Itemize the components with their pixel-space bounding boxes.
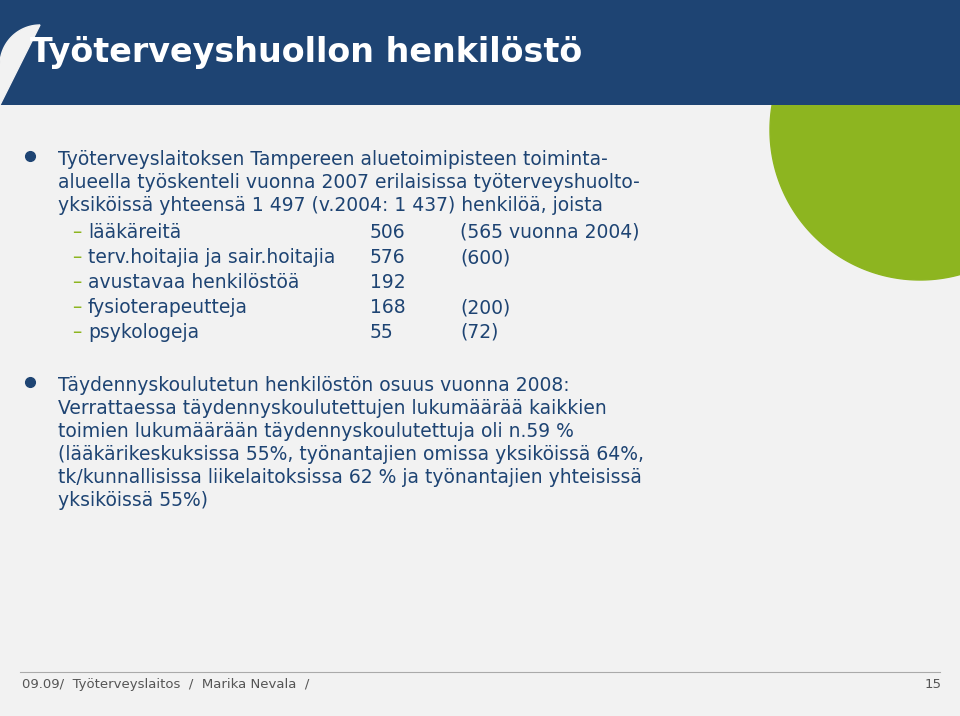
Text: (200): (200): [460, 298, 511, 317]
Text: Työterveyslaitoksen Tampereen aluetoimipisteen toiminta-: Työterveyslaitoksen Tampereen aluetoimip…: [58, 150, 608, 169]
Text: yksiköissä 55%): yksiköissä 55%): [58, 491, 208, 510]
Text: tk/kunnallisissa liikelaitoksissa 62 % ja työnantajien yhteisissä: tk/kunnallisissa liikelaitoksissa 62 % j…: [58, 468, 642, 487]
Text: 168: 168: [370, 298, 406, 317]
Text: Verrattaessa täydennyskoulutettujen lukumäärää kaikkien: Verrattaessa täydennyskoulutettujen luku…: [58, 399, 607, 418]
Text: alueella työskenteli vuonna 2007 erilaisissa työterveyshuolto-: alueella työskenteli vuonna 2007 erilais…: [58, 173, 639, 192]
Text: –: –: [72, 298, 82, 317]
Polygon shape: [770, 0, 960, 280]
Text: 09.09/  Työterveyslaitos  /  Marika Nevala  /: 09.09/ Työterveyslaitos / Marika Nevala …: [22, 678, 309, 691]
Text: Täydennyskoulutetun henkilöstön osuus vuonna 2008:: Täydennyskoulutetun henkilöstön osuus vu…: [58, 376, 569, 395]
Text: –: –: [72, 223, 82, 242]
Text: 55: 55: [370, 323, 394, 342]
Text: avustavaa henkilöstöä: avustavaa henkilöstöä: [88, 273, 300, 292]
Text: –: –: [72, 248, 82, 267]
Polygon shape: [0, 25, 40, 105]
Text: 15: 15: [925, 678, 942, 691]
Text: 506: 506: [370, 223, 406, 242]
Text: –: –: [72, 273, 82, 292]
Text: (lääkärikeskuksissa 55%, työnantajien omissa yksiköissä 64%,: (lääkärikeskuksissa 55%, työnantajien om…: [58, 445, 644, 464]
Text: 192: 192: [370, 273, 406, 292]
Text: –: –: [72, 323, 82, 342]
Text: psykologeja: psykologeja: [88, 323, 199, 342]
Text: fysioterapeutteja: fysioterapeutteja: [88, 298, 248, 317]
Text: terv.hoitajia ja sair.hoitajia: terv.hoitajia ja sair.hoitajia: [88, 248, 335, 267]
Text: (72): (72): [460, 323, 498, 342]
Text: toimien lukumäärään täydennyskoulutettuja oli n.59 %: toimien lukumäärään täydennyskoulutettuj…: [58, 422, 574, 441]
FancyBboxPatch shape: [0, 0, 960, 105]
Text: Työterveyshuollon henkilöstö: Työterveyshuollon henkilöstö: [30, 36, 583, 69]
Text: lääkäreitä: lääkäreitä: [88, 223, 181, 242]
Text: (565 vuonna 2004): (565 vuonna 2004): [460, 223, 639, 242]
Text: yksiköissä yhteensä 1 497 (v.2004: 1 437) henkilöä, joista: yksiköissä yhteensä 1 497 (v.2004: 1 437…: [58, 196, 603, 215]
Text: (600): (600): [460, 248, 511, 267]
Text: 576: 576: [370, 248, 406, 267]
